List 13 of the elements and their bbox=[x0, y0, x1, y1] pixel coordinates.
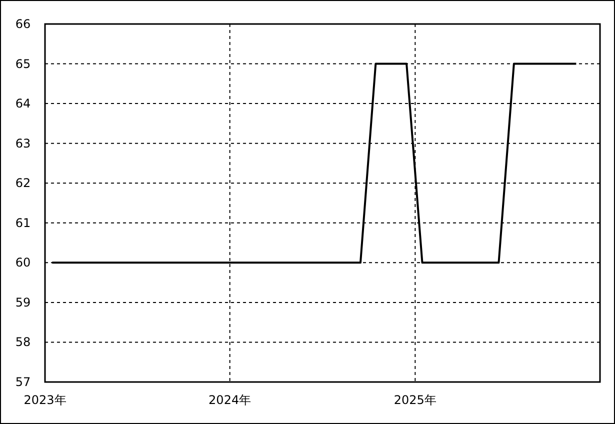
y-tick-label: 66 bbox=[15, 17, 31, 31]
y-tick-label: 65 bbox=[15, 56, 31, 71]
x-tick-label: 2024年 bbox=[208, 393, 252, 407]
y-tick-label: 62 bbox=[15, 176, 31, 190]
y-tick-label: 57 bbox=[15, 375, 31, 389]
y-tick-label: 60 bbox=[15, 256, 31, 270]
y-tick-label: 59 bbox=[15, 295, 31, 310]
y-tick-label: 58 bbox=[15, 335, 31, 350]
x-tick-label: 2023年 bbox=[24, 393, 66, 407]
y-tick-label: 63 bbox=[15, 136, 31, 150]
y-tick-label: 64 bbox=[15, 96, 31, 111]
x-tick-label: 2025年 bbox=[394, 393, 436, 407]
y-tick-label: 61 bbox=[15, 216, 31, 230]
